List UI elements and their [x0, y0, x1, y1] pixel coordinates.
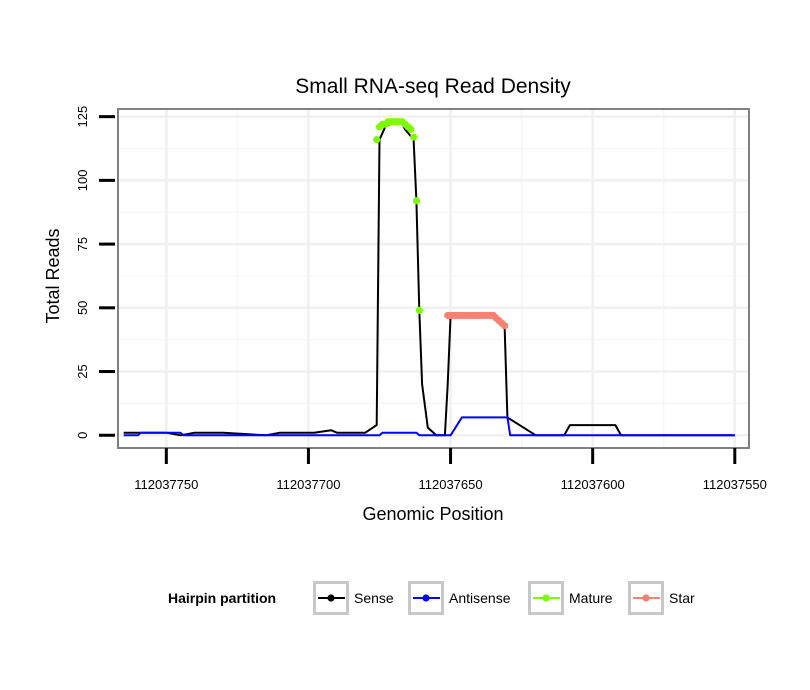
y-tick-label: 25 — [75, 364, 90, 378]
x-tick-label: 112037600 — [561, 477, 625, 492]
x-tick-label: 112037550 — [703, 477, 767, 492]
data-point-mature — [412, 197, 421, 205]
legend-title: Hairpin partition — [168, 590, 276, 606]
legend-key-point-sense — [327, 594, 335, 602]
y-axis-title: Total Reads — [43, 228, 63, 323]
y-tick-label: 100 — [75, 170, 90, 192]
chart-title: Small RNA-seq Read Density — [295, 75, 571, 98]
axes: 0 25 50 75 100 125 112037750 112037700 112037650… — [75, 106, 767, 492]
data-point-star — [500, 322, 509, 330]
x-tick-label: 112037700 — [276, 477, 340, 492]
data-point-mature — [415, 306, 423, 314]
panel-background — [118, 109, 749, 448]
y-tick-label: 125 — [75, 106, 90, 128]
data-point-mature — [410, 133, 418, 141]
legend-key-point-mature — [542, 594, 550, 602]
y-tick-label: 75 — [75, 237, 90, 251]
legend-label-star: Star — [669, 590, 695, 606]
data-point-mature — [373, 135, 381, 144]
series-line-antisense — [123, 416, 735, 437]
legend-key-point-star — [642, 594, 650, 602]
legend-label-antisense: Antisense — [449, 590, 511, 606]
legend-key-point-antisense — [422, 594, 430, 602]
x-tick-label: 112037650 — [418, 477, 482, 492]
data-point-mature — [407, 125, 415, 133]
plot-panel — [118, 109, 749, 448]
y-tick-label: 0 — [75, 432, 90, 439]
legend: Hairpin partition Sense Antisense Mature St… — [168, 581, 695, 615]
y-tick-label: 50 — [75, 301, 90, 315]
x-tick-label: 112037750 — [134, 477, 198, 492]
panel-border — [117, 108, 750, 449]
x-axis-title: Genomic Position — [362, 504, 503, 524]
legend-label-mature: Mature — [569, 590, 613, 606]
series-layer — [123, 118, 735, 437]
legend-label-sense: Sense — [354, 590, 394, 606]
